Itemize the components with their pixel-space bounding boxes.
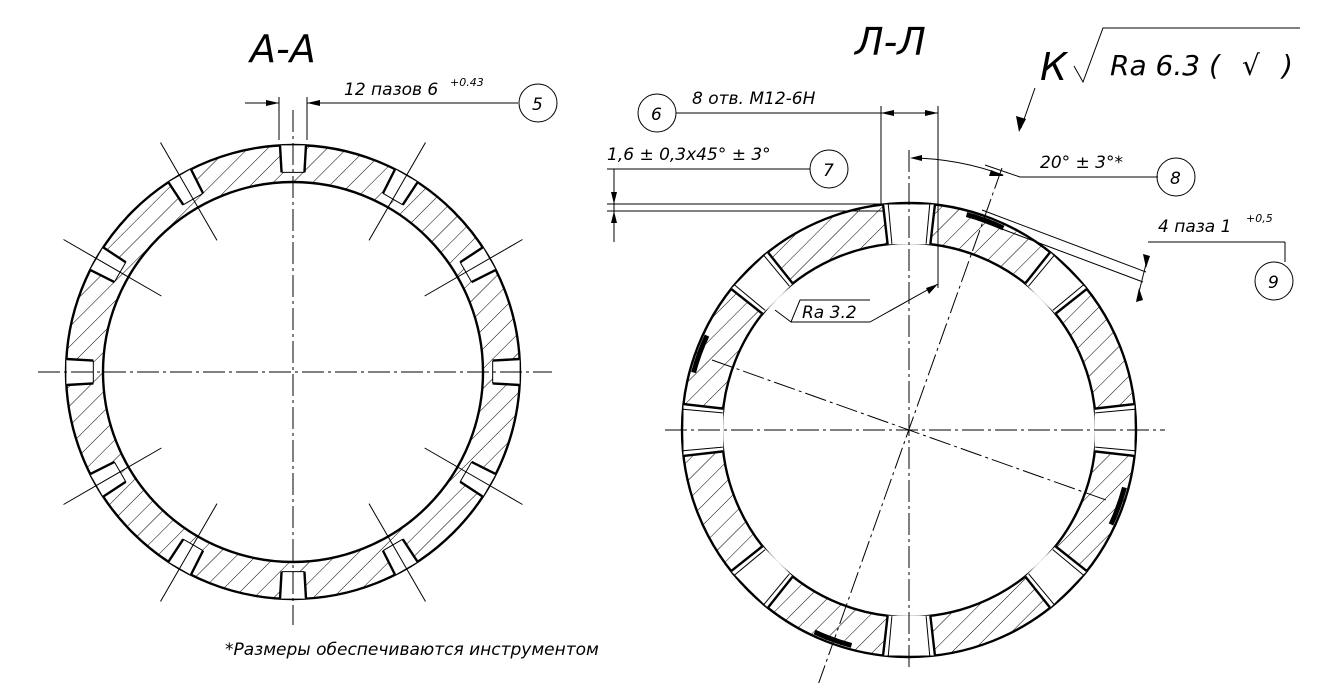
svg-text:4 паза 1: 4 паза 1: [1158, 217, 1231, 237]
chamfer-dimension: 1,6 ± 0,3x45° ± 3° 7: [607, 145, 884, 242]
threaded-hole: [1024, 251, 1088, 315]
groove: [691, 334, 710, 374]
section-title-right: Л-Л: [853, 20, 926, 64]
groove: [1108, 486, 1127, 526]
axis-oblique-right: [711, 359, 1107, 501]
section-title-left: А-А: [247, 27, 316, 71]
svg-text:+0,5: +0,5: [1246, 212, 1273, 225]
svg-text:Ra 3.2: Ra 3.2: [802, 303, 857, 323]
slot-center-tick: [368, 142, 426, 241]
threaded-hole: [881, 615, 937, 657]
slot-center-tick: [160, 503, 218, 602]
slots-note-text: 12 пазов 6: [344, 80, 438, 100]
groove: [965, 212, 1005, 231]
svg-text:Ra 6.3 (: Ra 6.3 (: [1110, 49, 1221, 82]
hole-roughness: Ra 3.2: [774, 283, 939, 323]
slot: [66, 357, 94, 387]
footnote: *Размеры обеспечиваются инструментом: [225, 640, 599, 660]
svg-text:1,6 ± 0,3x45° ± 3°: 1,6 ± 0,3x45° ± 3°: [607, 145, 771, 165]
section-l-l-ring: [665, 150, 1165, 683]
slot-center-tick: [63, 447, 162, 505]
angle-dimension: 20° ± 3°* 8: [910, 153, 1196, 197]
callout-5: 5: [532, 95, 543, 115]
svg-text:20° ± 3°*: 20° ± 3°*: [1040, 153, 1123, 173]
grooves-dimension: 4 паза 1 +0,5 9: [977, 209, 1294, 302]
section-a-a-ring: [38, 110, 552, 625]
slot-center-tick: [160, 142, 218, 241]
svg-text:К: К: [1040, 45, 1069, 89]
svg-text:6: 6: [651, 105, 662, 125]
callout-5-circle: [518, 83, 558, 123]
slot-center-tick: [368, 503, 426, 602]
svg-text:): ): [1280, 49, 1293, 82]
slot-center-tick: [424, 239, 523, 297]
svg-text:8: 8: [1170, 169, 1181, 189]
slots-note-tolerance: +0.43: [450, 76, 484, 89]
roughness-general: К Ra 6.3 ( √ ): [1016, 27, 1300, 132]
axis-20deg-right: [818, 167, 1003, 683]
svg-text:8 отв. М12-6Н: 8 отв. М12-6Н: [692, 89, 816, 109]
threaded-hole: [1024, 545, 1088, 609]
svg-text:9: 9: [1268, 273, 1279, 293]
slot-center-tick: [63, 239, 162, 297]
slot-center-tick: [424, 447, 523, 505]
ring-inner-edge: [101, 180, 485, 564]
slots-dimension: 12 пазов 6 +0.43 5: [245, 76, 558, 140]
svg-text:√: √: [1242, 49, 1260, 82]
svg-text:7: 7: [823, 161, 834, 181]
threaded-hole: [730, 251, 794, 315]
groove: [813, 629, 853, 648]
holes-dimension: 6 8 отв. М12-6Н: [637, 89, 939, 288]
threaded-hole: [730, 545, 794, 609]
